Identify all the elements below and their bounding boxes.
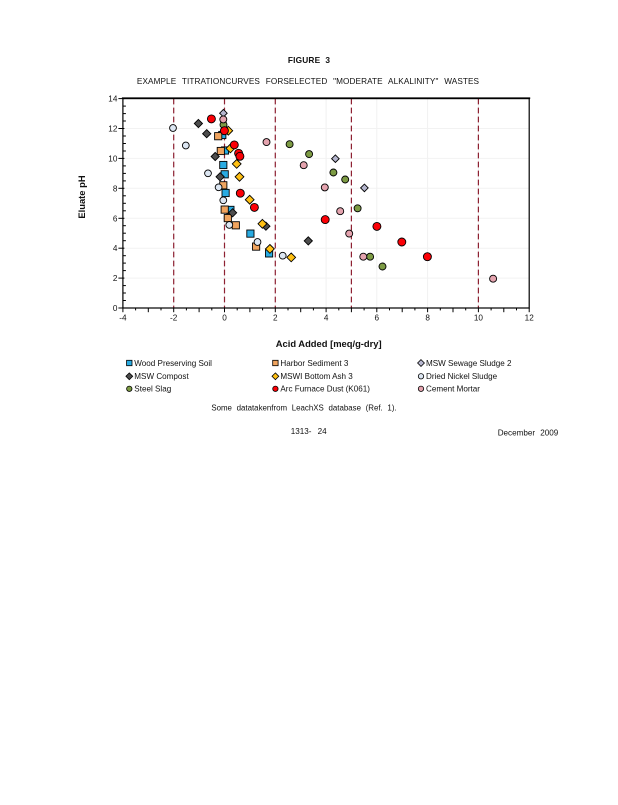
svg-text:14: 14 (108, 95, 118, 104)
svg-text:4: 4 (113, 244, 118, 253)
svg-text:4: 4 (324, 314, 329, 323)
svg-text:0: 0 (222, 314, 227, 323)
svg-text:MSWI Bottom Ash 3: MSWI Bottom Ash 3 (280, 372, 353, 381)
svg-text:Dried Nickel Sludge: Dried Nickel Sludge (426, 372, 498, 381)
svg-text:Cement Mortar: Cement Mortar (426, 385, 480, 394)
svg-text:Steel Slag: Steel Slag (134, 385, 171, 394)
svg-text:10: 10 (474, 314, 484, 323)
svg-text:-4: -4 (119, 314, 127, 323)
svg-text:6: 6 (375, 314, 380, 323)
svg-text:Acid Added [meq/g-dry]: Acid Added [meq/g-dry] (276, 338, 382, 349)
svg-text:Some datatakenfrom LeachXS d: Some datatakenfrom LeachXS database (Ref… (211, 404, 396, 413)
svg-text:Arc Furnace Dust (K061): Arc Furnace Dust (K061) (280, 385, 370, 394)
svg-text:12: 12 (108, 125, 118, 134)
svg-text:December 2009: December 2009 (498, 429, 559, 438)
svg-text:2: 2 (113, 274, 118, 283)
svg-text:10: 10 (108, 154, 118, 163)
svg-text:12: 12 (525, 314, 535, 323)
svg-text:MSW Sewage Sludge 2: MSW Sewage Sludge 2 (426, 359, 512, 368)
svg-text:6: 6 (113, 214, 118, 223)
svg-text:Harbor Sediment 3: Harbor Sediment 3 (280, 359, 348, 368)
svg-text:Wood Preserving Soil: Wood Preserving Soil (134, 359, 212, 368)
svg-text:FIGURE 3: FIGURE 3 (288, 55, 331, 65)
svg-text:EXAMPLE TITRATIONCURVES FORSEL: EXAMPLE TITRATIONCURVES FORSELECTED "MOD… (137, 77, 480, 86)
svg-text:2: 2 (273, 314, 278, 323)
svg-text:-2: -2 (170, 314, 178, 323)
svg-text:0: 0 (113, 304, 118, 313)
svg-text:Eluate pH: Eluate pH (76, 175, 87, 218)
svg-text:MSW Compost: MSW Compost (134, 372, 189, 381)
svg-text:1313- 24: 1313- 24 (291, 427, 327, 436)
svg-text:8: 8 (113, 184, 118, 193)
svg-text:8: 8 (425, 314, 430, 323)
